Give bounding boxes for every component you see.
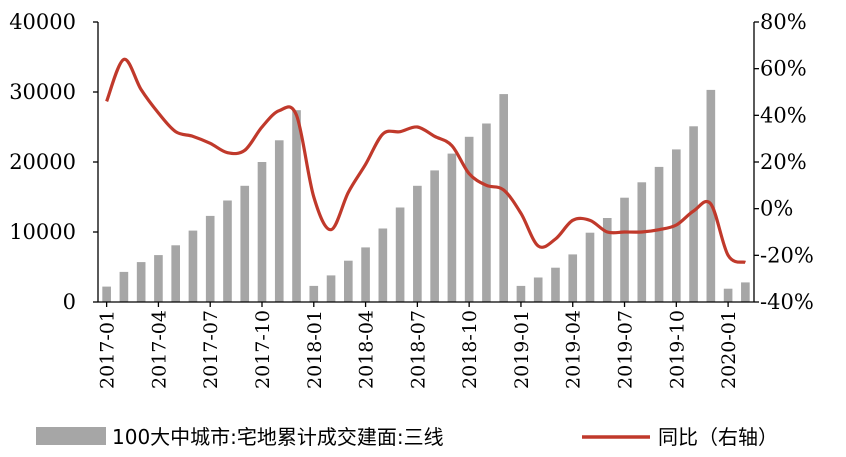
right-tick-label: -20% bbox=[760, 243, 814, 267]
bar-2018-08 bbox=[430, 170, 439, 302]
bar-2020-02 bbox=[741, 282, 750, 302]
bar-2018-05 bbox=[378, 228, 388, 302]
bar-2017-06 bbox=[188, 230, 198, 302]
right-tick-label: 60% bbox=[760, 57, 807, 81]
legend-bar-label: 100大中城市:宅地累计成交建面:三线 bbox=[112, 425, 444, 449]
bar-2018-09 bbox=[447, 153, 457, 302]
bar-2017-04 bbox=[154, 255, 163, 302]
bar-2017-10 bbox=[257, 162, 267, 302]
x-tick-label: 2018-01 bbox=[304, 310, 326, 389]
bar-2019-02 bbox=[533, 277, 543, 302]
bar-2018-01 bbox=[309, 285, 319, 302]
right-axis-ticks: -40% -20% 0% 20% 40% 60% 80% bbox=[754, 10, 814, 314]
x-tick-label: 2019-07 bbox=[615, 310, 637, 389]
bar-2017-05 bbox=[171, 245, 180, 302]
x-tick-label: 2019-01 bbox=[511, 310, 533, 389]
bar-2018-03 bbox=[344, 260, 353, 302]
bar-2019-12 bbox=[706, 89, 716, 303]
left-tick-label: 30000 bbox=[9, 80, 76, 104]
yoy-line bbox=[105, 57, 746, 264]
bar-2018-12 bbox=[499, 94, 508, 302]
bar-2019-05 bbox=[585, 232, 595, 302]
left-tick-label: 0 bbox=[63, 290, 76, 314]
x-tick-label: 2019-04 bbox=[563, 310, 585, 389]
bar-2018-02 bbox=[326, 275, 336, 302]
bar-2017-01 bbox=[102, 286, 111, 302]
left-tick-label: 20000 bbox=[9, 150, 76, 174]
bar-2019-03 bbox=[551, 267, 560, 302]
bar-2017-03 bbox=[136, 262, 146, 302]
right-tick-label: 40% bbox=[760, 103, 807, 127]
x-tick-label: 2019-10 bbox=[666, 310, 688, 389]
bar-2018-06 bbox=[395, 207, 405, 302]
x-tick-label: 2017-07 bbox=[200, 310, 222, 389]
legend: 100大中城市:宅地累计成交建面:三线 同比（右轴） bbox=[36, 425, 778, 449]
x-tick-label: 2020-01 bbox=[718, 310, 740, 389]
bar-2019-11 bbox=[689, 126, 698, 302]
bar-2017-08 bbox=[223, 200, 232, 302]
right-tick-label: 20% bbox=[760, 150, 807, 174]
legend-bar-swatch bbox=[36, 427, 106, 445]
x-tick-label: 2018-07 bbox=[407, 310, 429, 389]
bar-2017-11 bbox=[274, 140, 284, 302]
left-tick-label: 40000 bbox=[9, 10, 76, 34]
bar-2018-04 bbox=[361, 247, 370, 302]
bar-2019-06 bbox=[602, 218, 612, 302]
x-tick-label: 2018-04 bbox=[356, 310, 378, 389]
bar-2017-09 bbox=[240, 185, 250, 302]
x-tick-label: 2017-04 bbox=[148, 310, 170, 389]
right-tick-label: 0% bbox=[760, 197, 793, 221]
right-tick-label: -40% bbox=[760, 290, 814, 314]
bar-2018-10 bbox=[464, 136, 474, 302]
bar-2019-08 bbox=[637, 182, 647, 302]
left-tick-label: 10000 bbox=[9, 220, 76, 244]
x-tick-label: 2017-01 bbox=[97, 310, 119, 389]
bar-2019-04 bbox=[568, 254, 578, 302]
bar-2017-02 bbox=[119, 271, 129, 302]
x-tick-label: 2017-10 bbox=[252, 310, 274, 389]
x-tick-label: 2018-10 bbox=[459, 310, 481, 389]
bar-2017-07 bbox=[205, 215, 215, 302]
bar-2018-07 bbox=[413, 185, 422, 302]
bar-2019-01 bbox=[516, 285, 526, 302]
bar-2018-11 bbox=[482, 123, 491, 302]
left-axis-ticks: 0 10000 20000 30000 40000 bbox=[9, 10, 98, 314]
bar-2019-09 bbox=[654, 166, 664, 302]
right-tick-label: 80% bbox=[760, 10, 807, 34]
x-axis-ticks: 2017-01 2017-04 2017-07 2017-10 2018-01 2018-… bbox=[97, 302, 740, 389]
bar-2017-12 bbox=[292, 110, 301, 302]
bar-series bbox=[102, 89, 750, 303]
legend-line-label: 同比（右轴） bbox=[658, 425, 778, 449]
line-series-layer bbox=[105, 57, 746, 264]
bar-2019-07 bbox=[620, 197, 629, 302]
bar-2020-01 bbox=[723, 288, 733, 302]
